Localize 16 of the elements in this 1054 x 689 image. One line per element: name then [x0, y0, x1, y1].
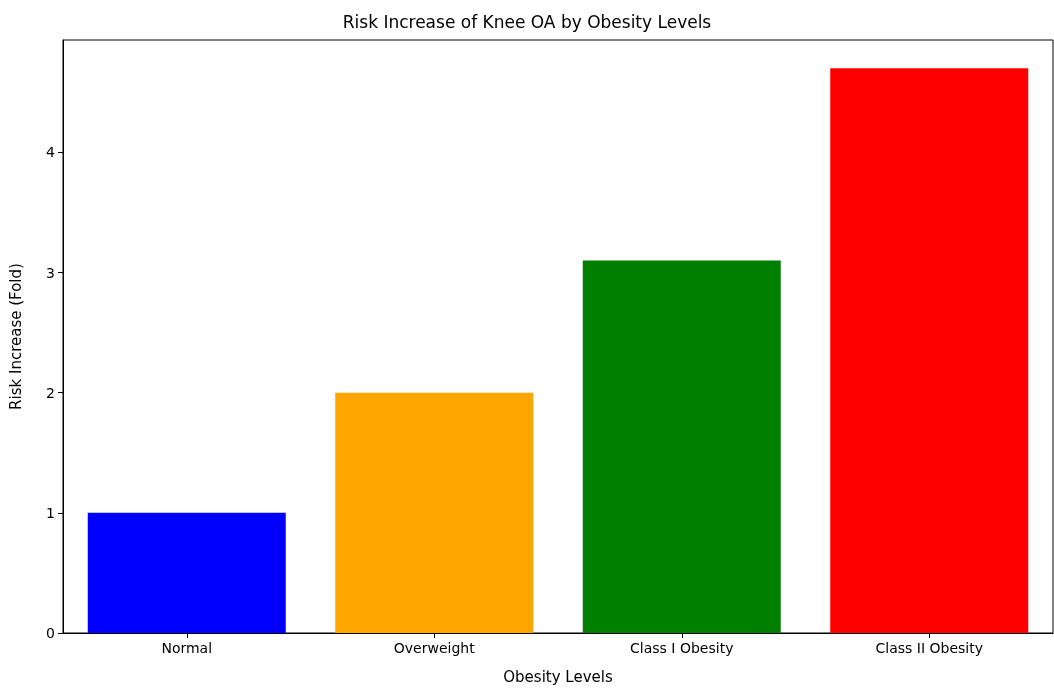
x-tick-label: Overweight	[393, 640, 476, 656]
y-tick-label: 0	[46, 625, 55, 641]
x-axis-title: Obesity Levels	[503, 667, 613, 686]
bar	[830, 68, 1029, 633]
y-axis-title: Risk Increase (Fold)	[6, 263, 25, 410]
y-tick-label: 4	[46, 144, 56, 161]
bar	[582, 260, 781, 633]
bar	[335, 392, 534, 633]
x-tick-label: Class I Obesity	[630, 640, 734, 656]
chart-title: Risk Increase of Knee OA by Obesity Levels	[342, 11, 712, 32]
bar	[87, 512, 286, 633]
x-tick-label: Class II Obesity	[875, 640, 983, 656]
y-tick-label: 3	[46, 264, 55, 281]
y-tick-label: 1	[46, 504, 55, 521]
y-tick-label: 2	[46, 384, 55, 401]
x-tick-label: Normal	[161, 640, 213, 656]
